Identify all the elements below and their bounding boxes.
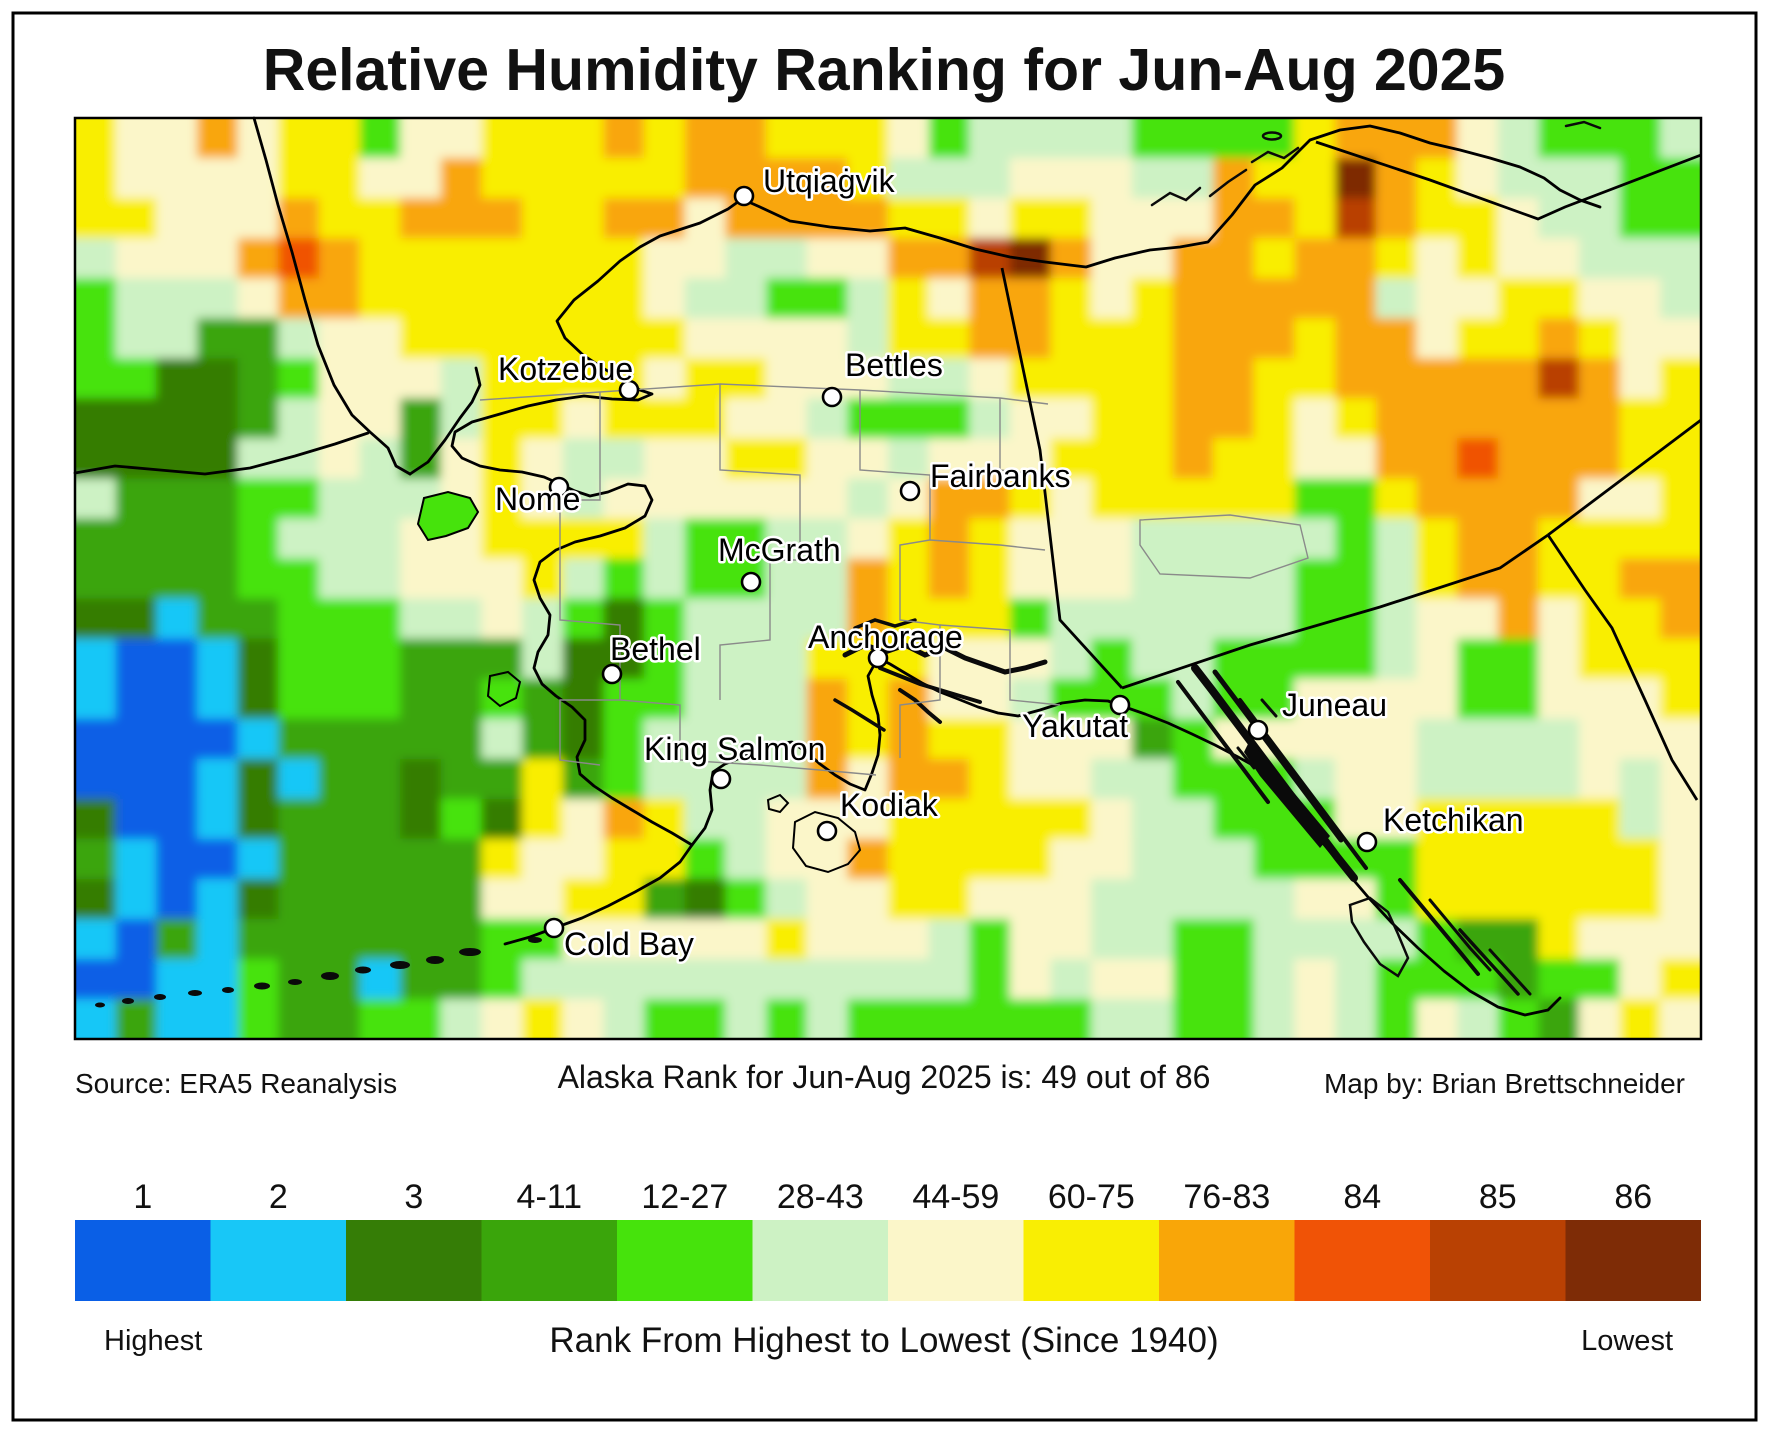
svg-text:28-43: 28-43 [777, 1178, 864, 1216]
svg-text:3: 3 [404, 1178, 423, 1216]
svg-text:Nome: Nome [495, 481, 580, 517]
svg-text:Utqiaġvik: Utqiaġvik [763, 163, 896, 199]
svg-text:Cold Bay: Cold Bay [564, 926, 694, 962]
svg-text:King Salmon: King Salmon [644, 731, 825, 767]
svg-text:12-27: 12-27 [641, 1178, 728, 1216]
svg-text:Highest: Highest [104, 1325, 202, 1357]
svg-text:Bettles: Bettles [845, 347, 943, 383]
svg-text:Lowest: Lowest [1581, 1325, 1673, 1357]
svg-text:Kotzebue: Kotzebue [498, 351, 633, 387]
svg-text:Alaska Rank for Jun-Aug 2025 i: Alaska Rank for Jun-Aug 2025 is: 49 out … [558, 1059, 1211, 1095]
svg-text:Yakutat: Yakutat [1022, 708, 1128, 744]
svg-text:Source: ERA5 Reanalysis: Source: ERA5 Reanalysis [75, 1068, 397, 1099]
svg-text:Kodiak: Kodiak [840, 787, 939, 823]
svg-text:Fairbanks: Fairbanks [930, 458, 1071, 494]
svg-text:1: 1 [133, 1178, 152, 1216]
svg-text:60-75: 60-75 [1048, 1178, 1135, 1216]
svg-text:84: 84 [1343, 1178, 1381, 1216]
svg-text:Rank From Highest to Lowest (S: Rank From Highest to Lowest (Since 1940) [549, 1321, 1218, 1360]
svg-text:Map by: Brian Brettschneider: Map by: Brian Brettschneider [1324, 1068, 1685, 1099]
svg-text:86: 86 [1614, 1178, 1652, 1216]
svg-text:4-11: 4-11 [517, 1178, 583, 1216]
svg-text:Bethel: Bethel [610, 631, 701, 667]
svg-text:Relative Humidity Ranking for: Relative Humidity Ranking for Jun-Aug 20… [263, 37, 1506, 103]
svg-text:Anchorage: Anchorage [808, 619, 963, 655]
svg-text:44-59: 44-59 [912, 1178, 999, 1216]
svg-text:Juneau: Juneau [1282, 687, 1387, 723]
svg-text:Ketchikan: Ketchikan [1383, 802, 1524, 838]
svg-text:76-83: 76-83 [1183, 1178, 1270, 1216]
svg-text:2: 2 [269, 1178, 288, 1216]
svg-text:McGrath: McGrath [718, 532, 841, 568]
svg-text:85: 85 [1479, 1178, 1517, 1216]
